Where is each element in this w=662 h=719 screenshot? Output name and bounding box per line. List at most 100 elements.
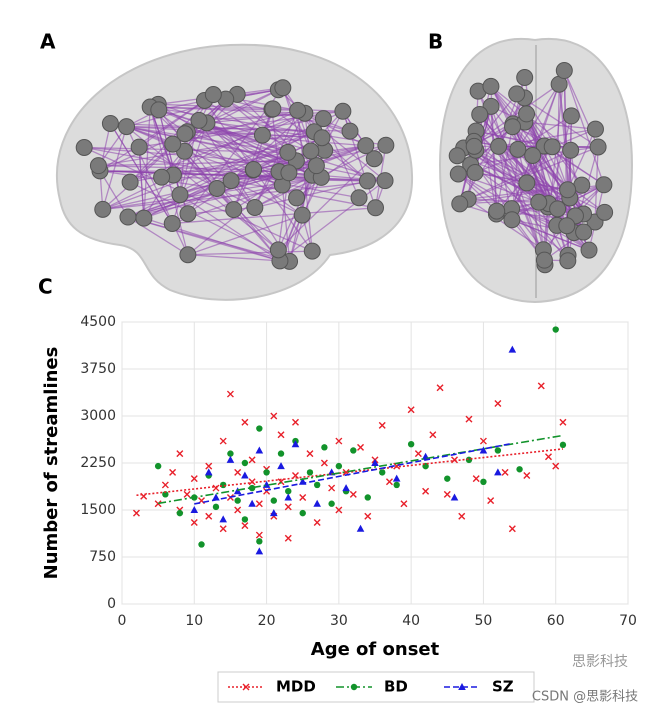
- node: [265, 101, 281, 117]
- node: [289, 190, 305, 206]
- node: [95, 201, 111, 217]
- panel-label: C: [38, 275, 53, 299]
- node: [90, 158, 106, 174]
- node: [544, 139, 560, 155]
- node: [368, 200, 384, 216]
- point: [256, 425, 262, 431]
- point: [444, 475, 450, 481]
- x-tick-label: 10: [185, 613, 203, 629]
- node: [590, 139, 606, 155]
- y-tick-label: 3750: [80, 361, 116, 377]
- legend-label: BD: [384, 678, 408, 696]
- point: [242, 516, 248, 522]
- node: [275, 80, 291, 96]
- node: [180, 247, 196, 263]
- node: [510, 141, 526, 157]
- node: [597, 204, 613, 220]
- node: [226, 202, 242, 218]
- point: [408, 441, 414, 447]
- point: [249, 485, 255, 491]
- node: [246, 161, 262, 177]
- node: [154, 169, 170, 185]
- node: [560, 182, 576, 198]
- node: [466, 138, 482, 154]
- x-tick-label: 0: [118, 613, 127, 629]
- y-tick-label: 2250: [80, 455, 116, 471]
- node: [303, 143, 319, 159]
- node: [294, 207, 310, 223]
- panel-label: A: [40, 30, 56, 54]
- x-tick-label: 70: [619, 613, 637, 629]
- node: [205, 87, 221, 103]
- node: [122, 174, 138, 190]
- node: [290, 102, 306, 118]
- point: [350, 447, 356, 453]
- x-tick-label: 60: [547, 613, 565, 629]
- node: [304, 243, 320, 259]
- y-tick-label: 1500: [80, 502, 116, 518]
- x-tick-label: 50: [475, 613, 493, 629]
- point: [336, 463, 342, 469]
- node: [517, 69, 533, 85]
- legend-label: SZ: [492, 678, 514, 696]
- node: [308, 158, 324, 174]
- point: [495, 447, 501, 453]
- node: [531, 194, 547, 210]
- point: [242, 460, 248, 466]
- legend-marker: [351, 684, 357, 690]
- node: [223, 173, 239, 189]
- node: [172, 187, 188, 203]
- y-tick-label: 0: [107, 596, 116, 612]
- brain-lateral-view: [57, 45, 412, 300]
- point: [300, 510, 306, 516]
- node: [102, 115, 118, 131]
- brain-top-view: [440, 39, 632, 302]
- node: [491, 138, 507, 154]
- node: [559, 218, 575, 234]
- node: [525, 147, 541, 163]
- node: [359, 173, 375, 189]
- x-axis-title: Age of onset: [311, 639, 440, 660]
- node: [574, 177, 590, 193]
- x-tick-label: 20: [258, 613, 276, 629]
- point: [393, 482, 399, 488]
- node: [472, 106, 488, 122]
- point: [314, 482, 320, 488]
- point: [307, 469, 313, 475]
- point: [285, 488, 291, 494]
- node: [76, 139, 92, 155]
- watermark-text: CSDN @思影科技: [532, 690, 638, 705]
- point: [321, 444, 327, 450]
- point: [365, 494, 371, 500]
- x-tick-label: 30: [330, 613, 348, 629]
- node: [358, 138, 374, 154]
- node: [131, 139, 147, 155]
- node: [281, 165, 297, 181]
- node: [449, 148, 465, 164]
- node: [587, 121, 603, 137]
- node: [581, 242, 597, 258]
- y-axis-title: Number of streamlines: [41, 347, 62, 580]
- node: [519, 106, 535, 122]
- point: [198, 541, 204, 547]
- panel-label: B: [428, 30, 443, 54]
- node: [560, 253, 576, 269]
- point: [227, 450, 233, 456]
- node: [314, 130, 330, 146]
- y-tick-label: 750: [89, 549, 116, 565]
- node: [342, 123, 358, 139]
- node: [280, 144, 296, 160]
- y-tick-label: 3000: [80, 408, 116, 424]
- point: [263, 469, 269, 475]
- node: [483, 78, 499, 94]
- node: [576, 224, 592, 240]
- point: [155, 463, 161, 469]
- node: [452, 196, 468, 212]
- node: [254, 127, 270, 143]
- node: [247, 199, 263, 215]
- node: [489, 203, 505, 219]
- legend-box: [218, 672, 534, 702]
- point: [379, 469, 385, 475]
- node: [165, 136, 181, 152]
